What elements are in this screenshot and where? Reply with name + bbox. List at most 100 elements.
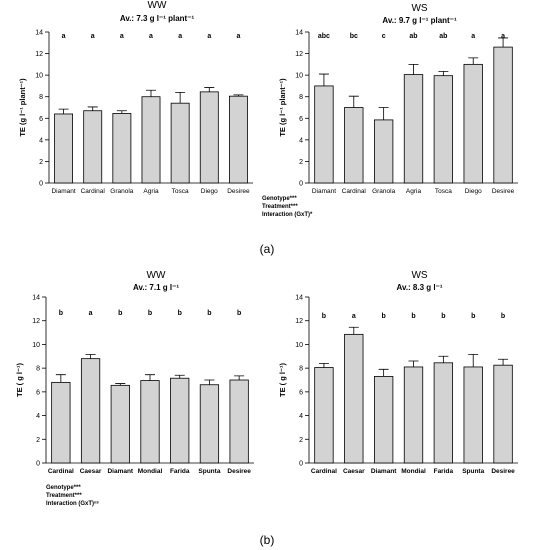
significance-letter: a bbox=[207, 33, 211, 40]
significance-letter: a bbox=[501, 33, 505, 40]
y-axis-label: TE ( g l⁻¹) bbox=[15, 363, 24, 397]
error-bar bbox=[408, 63, 419, 75]
significance-letter: ab bbox=[439, 33, 447, 40]
significance-letter: a bbox=[91, 33, 95, 40]
x-tick-label: Granola bbox=[372, 188, 396, 195]
x-tick-label: Desiree bbox=[227, 468, 251, 475]
chart-subtitle: Av.: 8.3 g l⁻¹ bbox=[396, 283, 442, 292]
chart-subtitle: Av.: 7.3 g l⁻¹ plant⁻¹ bbox=[120, 14, 195, 23]
chart-b-ws: WS Av.: 8.3 g l⁻¹ 0 2 4 6 8 10 12 14 TE ( g l⁻¹) b C… bbox=[278, 270, 518, 475]
bar bbox=[433, 362, 454, 464]
error-bar bbox=[145, 374, 155, 381]
y-tick-label: 4 bbox=[299, 137, 303, 144]
chart-subtitle: Av.: 9.7 g l⁻¹ plant⁻¹ bbox=[382, 16, 457, 25]
significance-letter: b bbox=[207, 310, 211, 317]
bar bbox=[54, 113, 74, 184]
x-tick-label: Desiree bbox=[492, 188, 515, 195]
y-tick-label: 14 bbox=[35, 30, 43, 37]
bar bbox=[110, 384, 130, 464]
y-tick-label: 2 bbox=[36, 437, 40, 444]
bar bbox=[463, 63, 483, 184]
error-bar bbox=[438, 355, 449, 363]
bar bbox=[463, 366, 483, 464]
significance-letter: a bbox=[62, 33, 66, 40]
error-bar bbox=[204, 87, 215, 92]
y-axis-label: TE ( g l⁻¹) bbox=[278, 363, 287, 397]
bar bbox=[403, 366, 424, 464]
bar bbox=[199, 91, 219, 184]
y-tick-label: 12 bbox=[295, 51, 303, 58]
x-tick-label: Diamant bbox=[371, 468, 397, 475]
bar bbox=[433, 75, 454, 184]
error-bar bbox=[348, 95, 359, 108]
x-tick-label: Diamant bbox=[107, 468, 133, 475]
y-tick-label: 8 bbox=[299, 94, 303, 101]
error-bar bbox=[498, 358, 509, 366]
x-tick-label: Mondial bbox=[401, 468, 426, 475]
panel-label-b: (b) bbox=[260, 533, 275, 547]
bar bbox=[314, 85, 334, 184]
x-tick-label: Agria bbox=[143, 188, 159, 195]
significance-letter: c bbox=[382, 33, 386, 40]
y-tick-label: 14 bbox=[295, 295, 303, 302]
significance-letter: a bbox=[89, 310, 93, 317]
significance-letter: a bbox=[149, 33, 153, 40]
x-tick-label: Desiree bbox=[491, 468, 515, 475]
significance-letter: a bbox=[471, 33, 475, 40]
y-tick-label: 12 bbox=[32, 318, 40, 325]
y-tick-label: 0 bbox=[39, 181, 43, 188]
stats-note: Genotype*** bbox=[262, 196, 297, 202]
bar bbox=[199, 384, 220, 464]
significance-letter: a bbox=[236, 33, 240, 40]
chart-title: WS bbox=[411, 3, 427, 14]
error-bar bbox=[174, 374, 185, 379]
error-bar bbox=[85, 354, 96, 359]
y-tick-label: 4 bbox=[299, 413, 303, 420]
y-tick-label: 10 bbox=[32, 342, 40, 349]
stats-note: Treatment*** bbox=[46, 493, 82, 499]
panel-label-a: (a) bbox=[260, 242, 275, 256]
y-tick-label: 14 bbox=[295, 30, 303, 37]
x-tick-label: Desiree bbox=[227, 188, 250, 195]
significance-letter: b bbox=[382, 313, 386, 320]
significance-letter: b bbox=[501, 313, 505, 320]
y-tick-label: 6 bbox=[39, 116, 43, 123]
significance-letter: a bbox=[352, 313, 356, 320]
x-tick-label: Diego bbox=[201, 188, 218, 195]
y-tick-label: 0 bbox=[299, 461, 303, 468]
bar bbox=[344, 333, 364, 464]
chart-subtitle: Av.: 7.1 g l⁻¹ bbox=[133, 283, 179, 292]
x-tick-label: Diego bbox=[465, 188, 482, 195]
x-tick-label: Tosca bbox=[435, 188, 452, 195]
error-bar bbox=[378, 107, 389, 120]
significance-letter: a bbox=[178, 33, 182, 40]
x-tick-label: Cardinal bbox=[342, 188, 367, 195]
bar bbox=[83, 110, 103, 184]
bar bbox=[403, 74, 424, 184]
error-bar bbox=[468, 354, 479, 367]
bar bbox=[170, 377, 190, 464]
bar bbox=[228, 95, 248, 184]
chart-title: WS bbox=[411, 270, 427, 281]
bar bbox=[493, 364, 513, 464]
bar bbox=[344, 107, 364, 184]
x-tick-label: Spunta bbox=[462, 468, 484, 475]
x-tick-label: Spunta bbox=[198, 468, 220, 475]
error-bar bbox=[498, 37, 509, 48]
stats-note: Treatment*** bbox=[262, 204, 298, 210]
x-tick-label: Farida bbox=[434, 468, 454, 475]
y-tick-label: 6 bbox=[299, 116, 303, 123]
error-bar bbox=[378, 368, 389, 377]
y-tick-label: 10 bbox=[295, 73, 303, 80]
y-tick-label: 12 bbox=[35, 51, 43, 58]
error-bar bbox=[55, 374, 66, 383]
error-bar bbox=[204, 379, 215, 385]
x-tick-label: Cardinal bbox=[81, 188, 106, 195]
error-bar bbox=[146, 89, 156, 97]
bar bbox=[373, 119, 394, 184]
y-tick-label: 14 bbox=[32, 295, 40, 302]
significance-letter: b bbox=[237, 310, 241, 317]
x-tick-label: Tosca bbox=[172, 188, 189, 195]
y-tick-label: 6 bbox=[36, 389, 40, 396]
